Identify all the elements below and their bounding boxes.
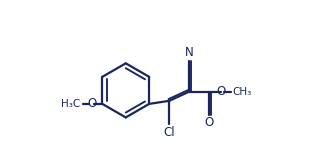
Text: O: O	[217, 85, 226, 98]
Text: H₃C: H₃C	[61, 99, 80, 109]
Text: Cl: Cl	[163, 126, 175, 139]
Text: O: O	[205, 116, 214, 129]
Text: N: N	[185, 46, 194, 59]
Text: O: O	[87, 97, 96, 110]
Text: CH₃: CH₃	[233, 87, 252, 97]
